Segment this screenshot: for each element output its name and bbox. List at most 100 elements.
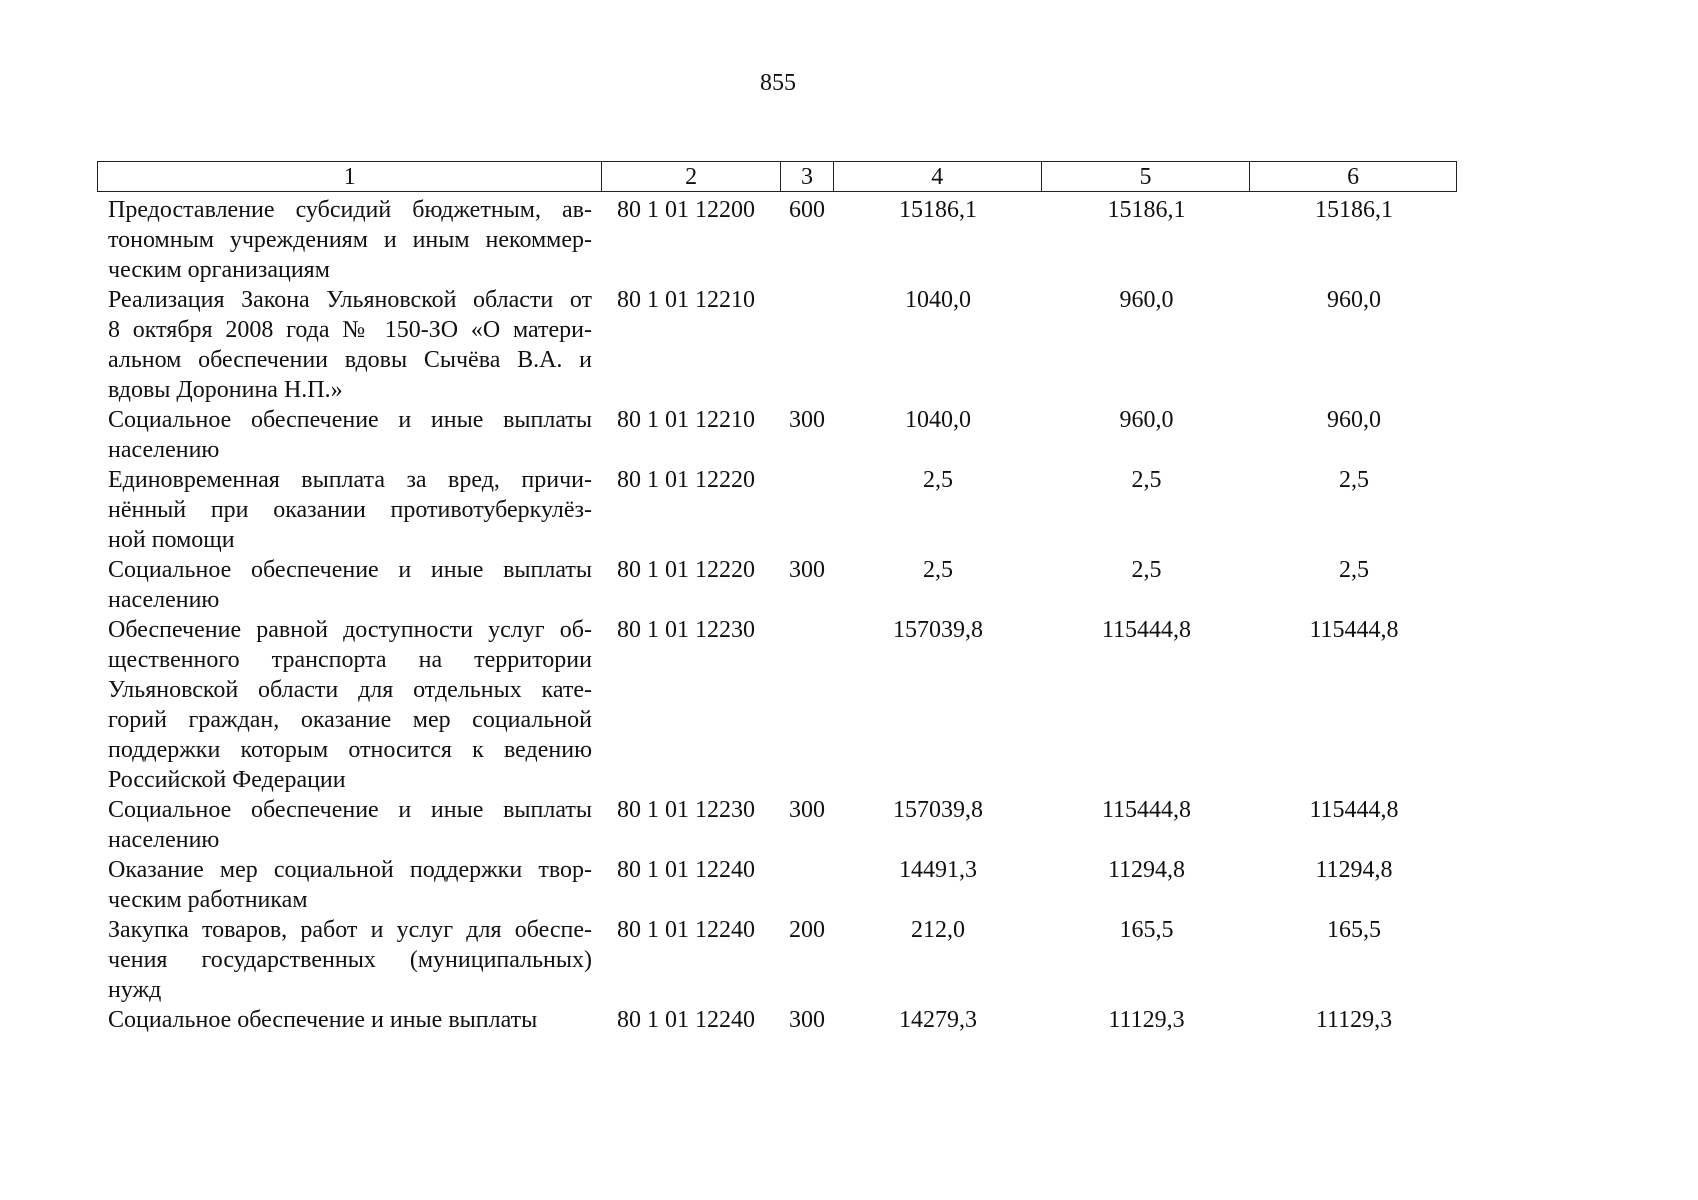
description-line: Ульяновской области для отдельных кате-: [108, 677, 592, 703]
table-row: Закупка товаров, работ и услуг для обесп…: [97, 915, 1457, 1005]
row-type: 300: [789, 407, 825, 433]
row-value-4: 157039,8: [893, 617, 983, 643]
table-row: Социальное обеспечение и иные выплаты 80 …: [97, 1005, 1457, 1035]
description-line: чения государственных (муниципальных): [108, 947, 592, 973]
header-col-3: 3: [781, 162, 834, 191]
header-col-2: 2: [602, 162, 781, 191]
row-code: 80 1 01 12240: [617, 1007, 755, 1033]
row-description: Социальное обеспечение и иные выплаты нас…: [97, 555, 602, 615]
description-line: Социальное обеспечение и иные выплаты: [108, 557, 592, 583]
description-line: Единовременная выплата за вред, причи-: [108, 467, 592, 493]
row-code: 80 1 01 12200: [617, 197, 755, 223]
row-code: 80 1 01 12240: [617, 917, 755, 943]
description-line: Социальное обеспечение и иные выплаты: [108, 407, 592, 433]
row-value-5: 115444,8: [1101, 797, 1192, 823]
row-value-4: 15186,1: [899, 197, 977, 223]
row-value-4: 1040,0: [905, 407, 971, 433]
description-line: Социальное обеспечение и иные выплаты: [108, 1007, 538, 1033]
row-value-5: 2,5: [1131, 557, 1162, 583]
row-code: 80 1 01 12240: [617, 857, 755, 883]
row-description: Социальное обеспечение и иные выплаты: [97, 1005, 602, 1035]
row-value-4: 2,5: [923, 467, 953, 493]
row-value-5: 960,0: [1119, 287, 1174, 313]
row-description: Закупка товаров, работ и услуг для обесп…: [97, 915, 602, 1005]
row-value-4: 2,5: [923, 557, 953, 583]
row-description: Социальное обеспечение и иные выплаты нас…: [97, 405, 602, 465]
description-line: тономным учреждениям и иным некоммер-: [108, 227, 592, 253]
table-header: 1 2 3 4 5 6: [97, 161, 1457, 192]
row-value-4: 14279,3: [899, 1007, 977, 1033]
row-value-6: 115444,8: [1309, 797, 1399, 823]
description-line: 8 октября 2008 года № 150-ЗО «О матери-: [108, 317, 592, 343]
row-type: 600: [789, 197, 825, 223]
header-col-6: 6: [1347, 164, 1360, 190]
table-row: Обеспечение равной доступности услуг об-…: [97, 615, 1457, 795]
table-row: Реализация Закона Ульяновской области от…: [97, 285, 1457, 405]
row-value-4: 157039,8: [893, 797, 983, 823]
row-value-5: 15186,1: [1107, 197, 1186, 223]
description-line: населению: [108, 827, 220, 853]
row-value-6: 15186,1: [1315, 197, 1393, 223]
description-line: Предоставление субсидий бюджетным, ав-: [108, 197, 592, 223]
row-description: Предоставление субсидий бюджетным, ав-то…: [97, 195, 602, 285]
row-type: 300: [789, 557, 825, 583]
page-number: 855: [760, 70, 796, 96]
row-value-5: 11129,3: [1108, 1007, 1185, 1033]
row-description: Единовременная выплата за вред, причи-нё…: [97, 465, 602, 555]
description-line: ной помощи: [108, 527, 235, 553]
description-line: ческим организациям: [108, 257, 330, 283]
row-value-6: 2,5: [1339, 557, 1369, 583]
row-description: Реализация Закона Ульяновской области от…: [97, 285, 602, 405]
row-code: 80 1 01 12220: [617, 557, 755, 583]
row-value-6: 115444,8: [1309, 617, 1399, 643]
row-code: 80 1 01 12230: [617, 617, 755, 643]
table-body: Предоставление субсидий бюджетным, ав-то…: [97, 195, 1457, 1035]
row-type: 300: [789, 797, 825, 823]
row-type: [781, 465, 834, 555]
table-row: Оказание мер социальной поддержки твор-ч…: [97, 855, 1457, 915]
row-code: 80 1 01 12210: [617, 407, 755, 433]
row-value-5: 960,0: [1119, 407, 1174, 433]
table-row: Единовременная выплата за вред, причи-нё…: [97, 465, 1457, 555]
row-value-6: 2,5: [1339, 467, 1369, 493]
description-line: населению: [108, 587, 220, 613]
description-line: щественного транспорта на территории: [108, 647, 592, 673]
row-code: 80 1 01 12230: [617, 797, 755, 823]
description-line: Оказание мер социальной поддержки твор-: [108, 857, 592, 883]
row-description: Оказание мер социальной поддержки твор-ч…: [97, 855, 602, 915]
row-description: Социальное обеспечение и иные выплаты нас…: [97, 795, 602, 855]
row-value-6: 11129,3: [1315, 1007, 1393, 1033]
row-value-4: 14491,3: [899, 857, 977, 883]
header-col-5: 5: [1042, 162, 1251, 191]
row-type: [781, 855, 834, 915]
row-value-6: 165,5: [1327, 917, 1381, 943]
row-value-5: 11294,8: [1107, 857, 1186, 883]
description-line: альном обеспечении вдовы Сычёва В.А. и: [108, 347, 592, 373]
description-line: поддержки которым относится к ведению: [108, 737, 592, 763]
row-code: 80 1 01 12220: [617, 467, 755, 493]
row-value-5: 2,5: [1131, 467, 1162, 493]
description-line: Закупка товаров, работ и услуг для обесп…: [108, 917, 592, 943]
row-value-4: 212,0: [911, 917, 965, 943]
description-line: ческим работникам: [108, 887, 308, 913]
description-line: Реализация Закона Ульяновской области от: [108, 287, 592, 313]
row-value-6: 960,0: [1327, 287, 1381, 313]
description-line: горий граждан, оказание мер социальной: [108, 707, 592, 733]
row-value-6: 960,0: [1327, 407, 1381, 433]
row-value-4: 1040,0: [905, 287, 971, 313]
row-type: [781, 285, 834, 405]
description-line: населению: [108, 437, 220, 463]
description-line: вдовы Доронина Н.П.»: [108, 377, 343, 403]
row-code: 80 1 01 12210: [617, 287, 755, 313]
row-type: 200: [789, 917, 825, 943]
description-line: Социальное обеспечение и иные выплаты: [108, 797, 592, 823]
table-row: Предоставление субсидий бюджетным, ав-то…: [97, 195, 1457, 285]
row-type: [781, 615, 834, 795]
header-col-4: 4: [834, 162, 1042, 191]
table-row: Социальное обеспечение и иные выплаты нас…: [97, 555, 1457, 615]
table-row: Социальное обеспечение и иные выплаты нас…: [97, 795, 1457, 855]
row-value-5: 165,5: [1119, 917, 1174, 943]
description-line: Российской Федерации: [108, 767, 346, 793]
row-value-5: 115444,8: [1101, 617, 1192, 643]
row-type: 300: [789, 1007, 825, 1033]
